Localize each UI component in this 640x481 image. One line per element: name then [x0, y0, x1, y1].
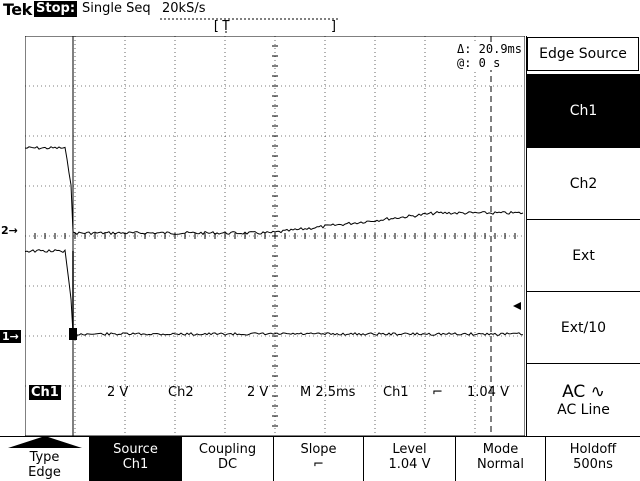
sample-rate: 20kS/s [162, 1, 206, 16]
channel-status-row: Ch1 2 V Ch2 2 V M 2.5ms Ch1 ⌐ 1.04 V [25, 383, 525, 403]
bottom-button-source[interactable]: Source Ch1 [90, 437, 182, 481]
cursor-readout: Δ: 20.9ms @: 0 s [454, 42, 524, 70]
cursor-position: @: 0 s [456, 56, 501, 70]
trigger-level-arrow [513, 302, 521, 310]
ch2-scale: 2 V [247, 385, 269, 400]
side-menu [526, 36, 640, 436]
svg-text:]: ] [330, 19, 338, 33]
ch1-label: Ch1 [29, 385, 61, 400]
trigger-slope-icon: ⌐ [432, 385, 443, 400]
side-item-ext[interactable]: Ext [527, 220, 640, 292]
bottom-button-level[interactable]: Level 1.04 V [364, 437, 456, 481]
ch1-scale: 2 V [107, 385, 129, 400]
record-length-indicator: [ T ] [160, 18, 340, 33]
ch2-ground-marker[interactable]: 2→ [1, 224, 18, 237]
side-item-ext10[interactable]: Ext/10 [527, 292, 640, 364]
ac-wave-icon: AC ∿ [562, 382, 605, 402]
bottom-label-slope: Slope [300, 442, 337, 457]
top-status-bar: Tek Stop: Single Seq 20kS/s [ T ] [0, 0, 525, 36]
side-item-ac-line[interactable]: AC ∿ AC Line [527, 364, 640, 436]
ch2-label: Ch2 [168, 385, 194, 400]
menu-up-arrow-icon [8, 436, 82, 448]
trigger-source: Ch1 [383, 385, 409, 400]
side-item-ac-line-label: AC Line [557, 402, 610, 418]
bottom-value-level: 1.04 V [388, 457, 431, 472]
bottom-label-holdoff: Holdoff [569, 442, 617, 457]
bottom-label-source: Source [113, 442, 158, 457]
bottom-value-type: Edge [28, 465, 61, 480]
trigger-level: 1.04 V [467, 385, 509, 400]
side-item-ch1[interactable]: Ch1 [527, 74, 640, 148]
bottom-value-source: Ch1 [122, 457, 149, 472]
ch2-trace [25, 146, 524, 236]
bottom-label-mode: Mode [482, 442, 519, 457]
falling-slope-icon: ⌐ [313, 457, 324, 472]
side-item-ch2[interactable]: Ch2 [527, 148, 640, 220]
svg-text:[: [ [212, 19, 220, 33]
side-menu-title: Edge Source [527, 37, 639, 71]
timebase: M 2.5ms [300, 385, 356, 400]
bottom-label-type: Type [29, 450, 60, 465]
svg-text:T: T [222, 19, 230, 33]
bottom-button-mode[interactable]: Mode Normal [456, 437, 546, 481]
acquisition-mode: Single Seq [82, 1, 151, 16]
ch1-ground-marker[interactable]: 1→ [0, 330, 21, 343]
bottom-button-type[interactable]: Type Edge [0, 436, 90, 481]
cursor-delta: Δ: 20.9ms [456, 42, 522, 56]
bottom-value-coupling: DC [217, 457, 238, 472]
bottom-button-holdoff[interactable]: Holdoff 500ns [546, 437, 640, 481]
bottom-value-mode: Normal [476, 457, 525, 472]
waveform-display[interactable] [25, 36, 525, 436]
center-axis-ticks [25, 36, 525, 436]
bottom-button-slope[interactable]: Slope ⌐ [274, 437, 364, 481]
ch1-trace [25, 249, 524, 336]
bottom-button-coupling[interactable]: Coupling DC [182, 437, 274, 481]
bottom-value-holdoff: 500ns [573, 457, 613, 472]
brand-logo: Tek [3, 0, 32, 19]
run-state-badge: Stop: [34, 1, 78, 17]
bottom-label-coupling: Coupling [198, 442, 257, 457]
bottom-label-level: Level [392, 442, 427, 457]
bottom-menu: Type Edge Source Ch1 Coupling DC Slope ⌐… [0, 436, 640, 481]
